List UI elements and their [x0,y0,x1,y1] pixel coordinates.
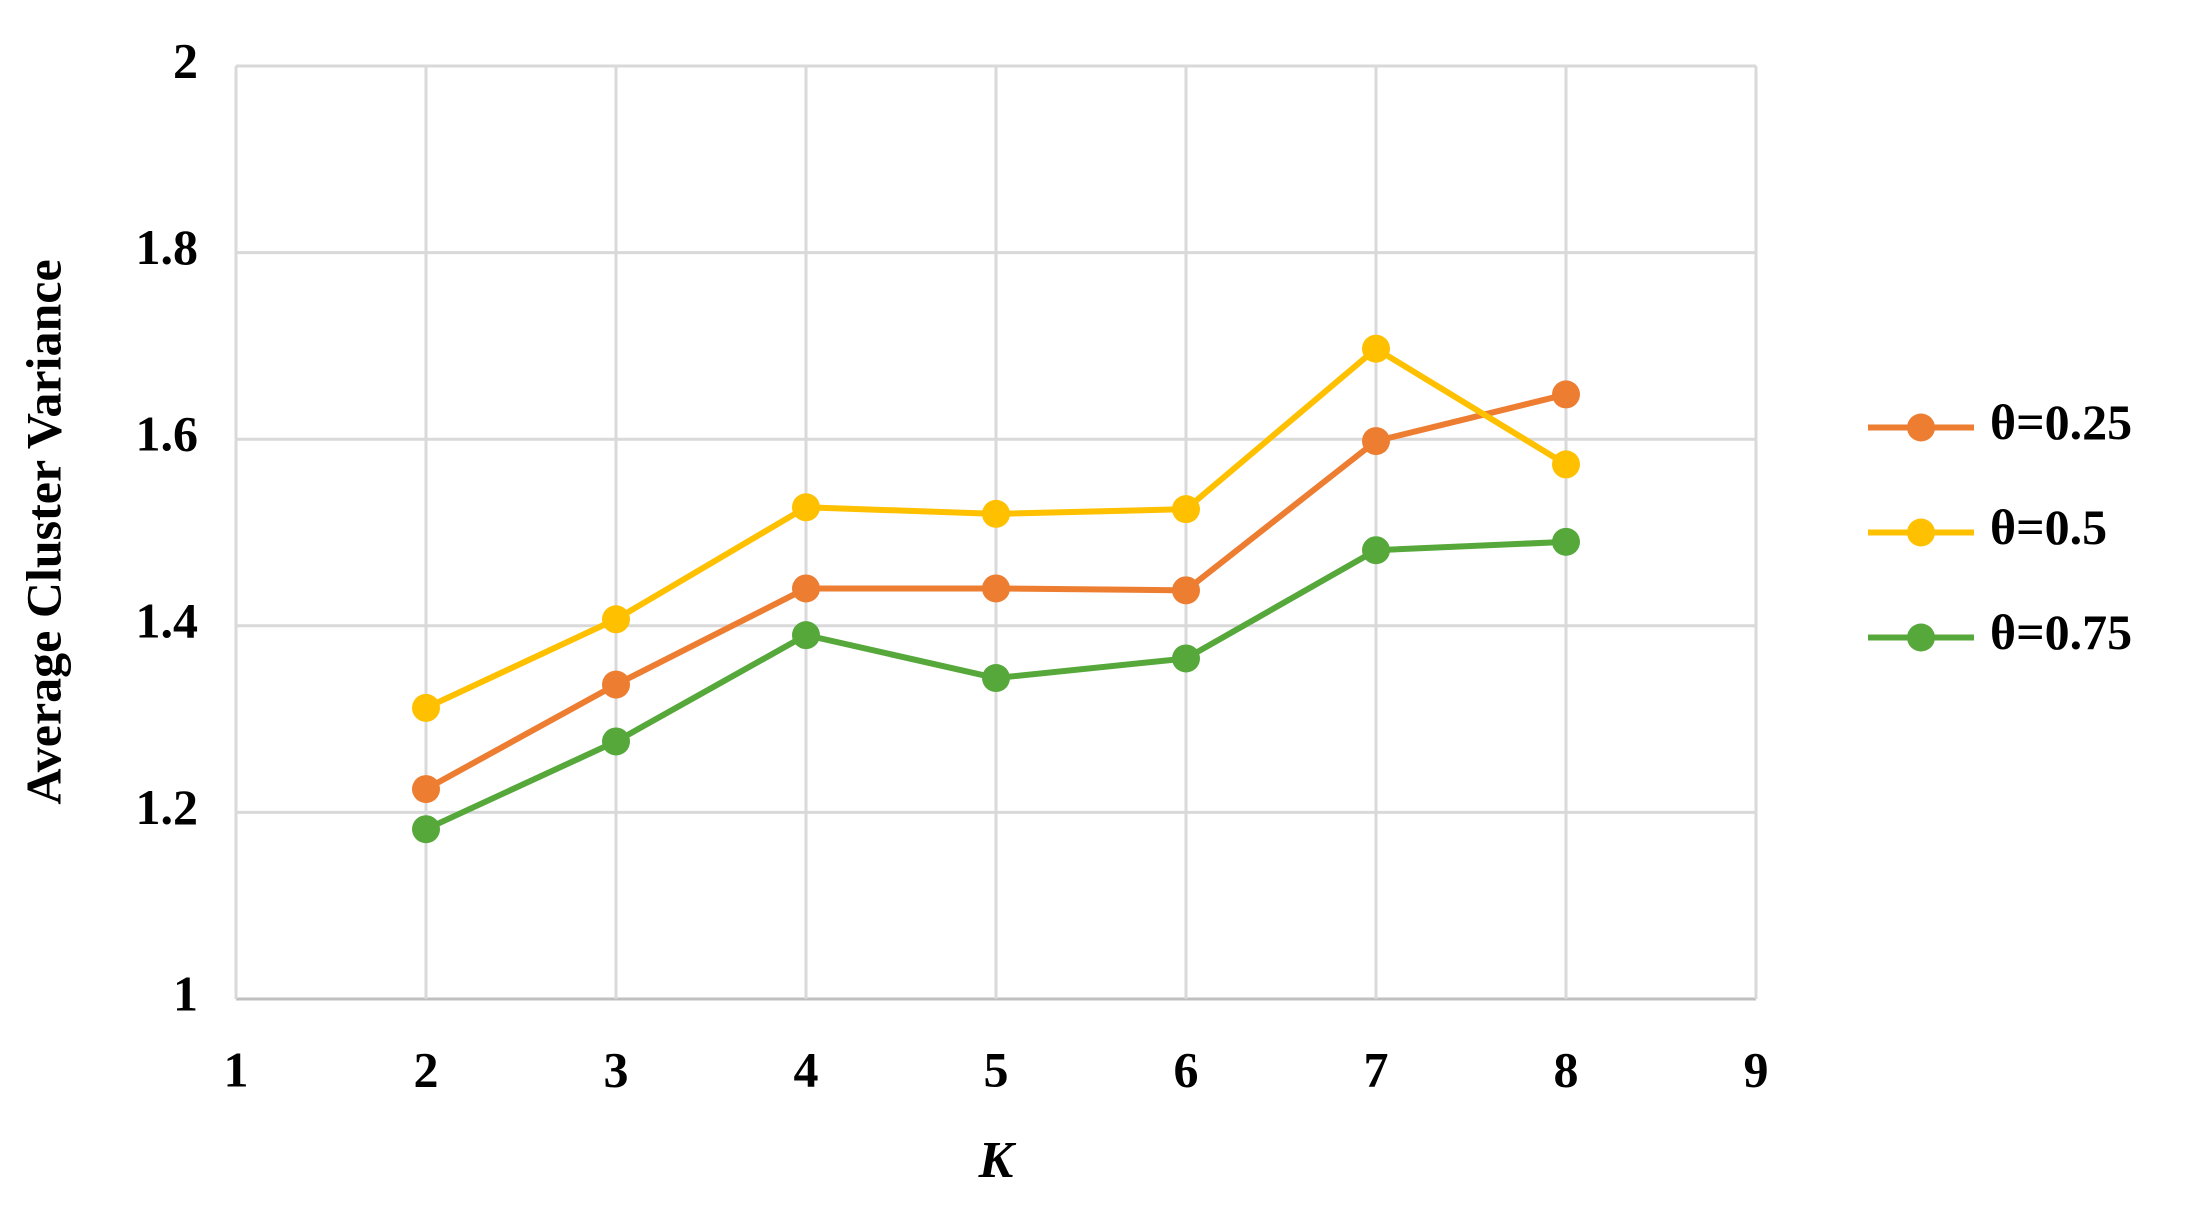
data-point [792,493,820,522]
data-point [1172,576,1200,605]
legend-label: θ=0.25 [1990,394,2132,450]
legend-label: θ=0.5 [1990,499,2107,555]
data-point [1552,380,1580,409]
x-tick-label: 2 [414,1041,439,1097]
x-tick-label: 5 [984,1041,1009,1097]
y-axis-title: Average Cluster Variance [15,259,71,804]
legend-marker [1907,518,1935,547]
data-point [982,574,1010,603]
y-tick-label: 1.6 [136,406,199,462]
data-point [602,727,630,756]
data-point [412,693,440,722]
data-point [1362,334,1390,363]
x-axis-title: K [978,1132,1017,1189]
x-tick-label: 4 [794,1041,819,1097]
data-point [412,815,440,844]
legend-marker [1907,623,1935,652]
data-point [602,605,630,634]
data-point [1172,644,1200,673]
data-point [792,621,820,650]
data-point [1552,527,1580,556]
y-tick-label: 1.8 [136,219,199,275]
y-tick-label: 1 [173,965,198,1021]
data-point [982,499,1010,528]
y-tick-label: 1.2 [136,779,199,835]
legend-marker [1907,413,1935,442]
x-tick-label: 8 [1554,1041,1579,1097]
data-point [602,670,630,699]
data-point [1362,427,1390,456]
x-tick-label: 1 [224,1041,249,1097]
data-point [1362,536,1390,565]
data-point [982,664,1010,693]
data-point [792,574,820,603]
x-tick-label: 3 [604,1041,629,1097]
data-point [1172,495,1200,524]
x-tick-label: 6 [1174,1041,1199,1097]
x-tick-label: 9 [1744,1041,1769,1097]
y-tick-label: 1.4 [136,592,199,648]
data-point [412,775,440,804]
x-tick-label: 7 [1364,1041,1389,1097]
y-tick-label: 2 [173,32,198,88]
data-point [1552,450,1580,479]
legend-label: θ=0.75 [1990,604,2132,660]
